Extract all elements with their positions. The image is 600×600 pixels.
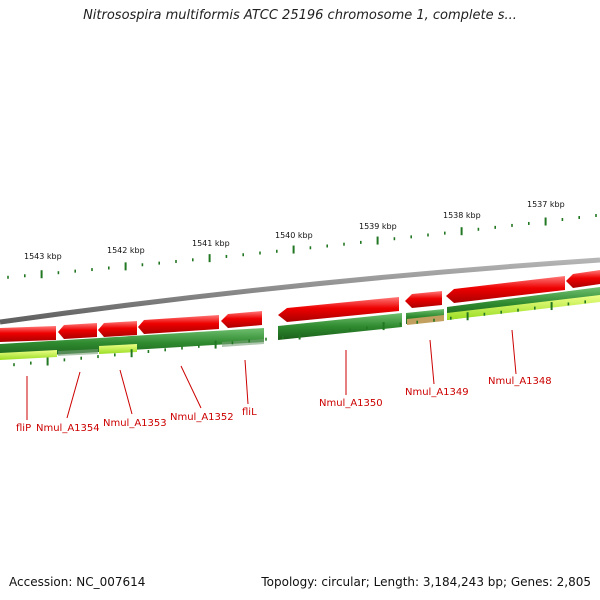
gene-label-fliL[interactable]: fliL: [242, 407, 257, 418]
kbp-label-1540: 1540 kbp: [275, 231, 313, 240]
inner-ticks: [13, 300, 587, 367]
gene-Nmul_A1352[interactable]: [138, 315, 219, 334]
kbp-label-1542: 1542 kbp: [107, 246, 145, 255]
forward-strand-genes: [0, 270, 600, 342]
map-title: Nitrosospira multiformis ATCC 25196 chro…: [83, 8, 517, 23]
gene-label-Nmul_A1352[interactable]: Nmul_A1352: [170, 412, 234, 423]
gene-label-fliP[interactable]: fliP: [16, 423, 31, 434]
gene-Nmul_A1348[interactable]: [446, 276, 565, 303]
topology-text: Topology: circular; Length: 3,184,243 bp…: [261, 575, 591, 589]
gene-label-Nmul_A1354[interactable]: Nmul_A1354: [36, 423, 100, 434]
gene-label-Nmul_A1350[interactable]: Nmul_A1350: [319, 398, 383, 409]
gene-labels: fliP Nmul_A1354 Nmul_A1353 Nmul_A1352 fl…: [16, 376, 552, 434]
kbp-label-1543: 1543 kbp: [24, 252, 62, 261]
gene-fliP[interactable]: [0, 326, 56, 342]
gene-label-Nmul_A1348[interactable]: Nmul_A1348: [488, 376, 552, 387]
gene-Nmul_A1353[interactable]: [98, 321, 137, 337]
kbp-labels: 1543 kbp 1542 kbp 1541 kbp 1540 kbp 1539…: [24, 200, 565, 261]
label-leaders: [26, 329, 517, 420]
feature-band: [0, 287, 600, 360]
gene-fliL[interactable]: [221, 311, 262, 328]
chromosome-backbone: [0, 257, 600, 325]
gene-Nmul_A1349[interactable]: [405, 291, 442, 308]
accession-text: Accession: NC_007614: [9, 575, 146, 589]
gene-label-Nmul_A1353[interactable]: Nmul_A1353: [103, 418, 167, 429]
gene-next[interactable]: [566, 270, 600, 288]
gene-Nmul_A1354[interactable]: [58, 323, 97, 339]
kbp-label-1539: 1539 kbp: [359, 222, 397, 231]
scale-ticks: [7, 213, 597, 279]
kbp-label-1538: 1538 kbp: [443, 211, 481, 220]
gene-Nmul_A1350[interactable]: [278, 297, 399, 322]
kbp-label-1541: 1541 kbp: [192, 239, 230, 248]
kbp-label-1537: 1537 kbp: [527, 200, 565, 209]
gene-label-Nmul_A1349[interactable]: Nmul_A1349: [405, 387, 469, 398]
